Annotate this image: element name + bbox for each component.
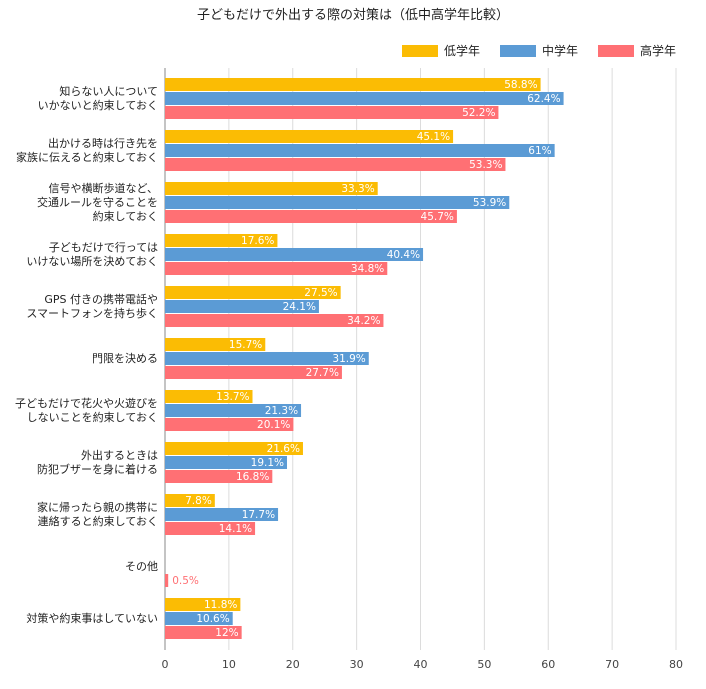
data-label-2-2: 45.7% — [421, 211, 454, 223]
category-label-5: 門限を決める — [92, 351, 158, 365]
x-tick-label-80: 80 — [669, 658, 683, 671]
category-label-0: 知らない人について いかないと約束しておく — [37, 84, 158, 112]
data-label-1-0: 45.1% — [417, 131, 450, 143]
bar-2-0 — [165, 182, 378, 195]
data-label-0-0: 58.8% — [504, 79, 537, 91]
data-label-9-2: 0.5% — [172, 575, 199, 587]
bar-6-2 — [165, 418, 294, 431]
x-tick-label-40: 40 — [414, 658, 428, 671]
data-label-0-1: 62.4% — [527, 93, 560, 105]
bar-1-1 — [165, 144, 555, 157]
bar-10-0 — [165, 598, 241, 611]
data-label-2-0: 33.3% — [341, 183, 374, 195]
data-label-6-0: 13.7% — [216, 391, 249, 403]
x-tick-label-0: 0 — [162, 658, 169, 671]
data-label-7-0: 21.6% — [267, 443, 300, 455]
legend-item-1: 中学年 — [499, 42, 578, 59]
category-label-4: GPS 付きの携帯電話や スマートフォンを持ち歩く — [26, 292, 158, 320]
data-label-3-1: 40.4% — [387, 249, 420, 261]
data-label-6-2: 20.1% — [257, 419, 290, 431]
bar-6-0 — [165, 390, 253, 403]
bar-0-1 — [165, 92, 564, 105]
bar-5-2 — [165, 366, 342, 379]
bar-10-1 — [165, 612, 233, 625]
bar-8-1 — [165, 508, 279, 521]
category-label-6: 子どもだけで花火や火遊びを しないことを約束しておく — [15, 396, 158, 424]
data-label-4-1: 24.1% — [283, 301, 316, 313]
x-tick-label-60: 60 — [541, 658, 555, 671]
bar-3-0 — [165, 234, 278, 247]
bar-4-1 — [165, 300, 319, 313]
legend-swatch-2 — [597, 44, 634, 57]
data-label-7-2: 16.8% — [236, 471, 269, 483]
data-label-4-2: 34.2% — [347, 315, 380, 327]
bar-0-0 — [165, 78, 541, 91]
legend-item-2: 高学年 — [597, 42, 676, 59]
category-label-7: 外出するときは 防犯ブザーを身に着ける — [37, 448, 158, 476]
bar-8-2 — [165, 522, 256, 535]
bar-3-1 — [165, 248, 424, 261]
x-tick-label-20: 20 — [286, 658, 300, 671]
data-label-10-0: 11.8% — [204, 599, 237, 611]
category-label-1: 出かける時は行き先を 家族に伝えると約束しておく — [15, 136, 158, 164]
data-label-2-1: 53.9% — [473, 197, 506, 209]
bar-5-1 — [165, 352, 369, 365]
data-label-8-1: 17.7% — [242, 509, 275, 521]
legend-label-0: 低学年 — [443, 44, 480, 58]
data-label-3-0: 17.6% — [241, 235, 274, 247]
data-label-1-2: 53.3% — [469, 159, 502, 171]
data-label-3-2: 34.8% — [351, 263, 384, 275]
chart-title: 子どもだけで外出する際の対策は（低中高学年比較） — [196, 8, 509, 23]
data-label-10-1: 10.6% — [196, 613, 229, 625]
data-label-10-2: 12% — [215, 627, 238, 639]
bar-7-0 — [165, 442, 303, 455]
bar-0-2 — [165, 106, 499, 119]
legend: 低学年 中学年 高学年 — [401, 42, 676, 59]
bar-2-2 — [165, 210, 457, 223]
bar-5-0 — [165, 338, 266, 351]
x-tick-label-30: 30 — [350, 658, 364, 671]
legend-label-2: 高学年 — [639, 44, 676, 58]
data-label-5-2: 27.7% — [306, 367, 339, 379]
bar-4-2 — [165, 314, 384, 327]
bar-3-2 — [165, 262, 388, 275]
data-label-5-1: 31.9% — [332, 353, 365, 365]
category-label-8: 家に帰ったら親の携帯に 連絡すると約束しておく — [37, 500, 158, 528]
bar-8-0 — [165, 494, 215, 507]
x-tick-label-70: 70 — [605, 658, 619, 671]
category-label-9: その他 — [125, 559, 158, 573]
bar-9-2 — [165, 574, 169, 587]
data-label-8-2: 14.1% — [219, 523, 252, 535]
bar-1-2 — [165, 158, 506, 171]
legend-swatch-0 — [401, 44, 438, 57]
data-label-6-1: 21.3% — [265, 405, 298, 417]
bar-7-1 — [165, 456, 288, 469]
data-label-7-1: 19.1% — [251, 457, 284, 469]
data-label-4-0: 27.5% — [304, 287, 337, 299]
data-label-0-2: 52.2% — [462, 107, 495, 119]
bar-2-1 — [165, 196, 510, 209]
bar-4-0 — [165, 286, 341, 299]
category-label-10: 対策や約束事はしていない — [26, 611, 158, 625]
legend-swatch-1 — [499, 44, 536, 57]
data-label-5-0: 15.7% — [229, 339, 262, 351]
bar-6-1 — [165, 404, 302, 417]
x-tick-label-50: 50 — [477, 658, 491, 671]
category-label-3: 子どもだけで行っては いけない場所を決めておく — [26, 240, 158, 268]
x-tick-label-10: 10 — [222, 658, 236, 671]
data-label-8-0: 7.8% — [185, 495, 212, 507]
category-label-2: 信号や横断歩道など、 交通ルールを守ることを 約束しておく — [37, 181, 158, 223]
bar-1-0 — [165, 130, 454, 143]
legend-item-0: 低学年 — [401, 42, 480, 59]
bar-10-2 — [165, 626, 242, 639]
data-label-1-1: 61% — [528, 145, 551, 157]
bar-7-2 — [165, 470, 273, 483]
legend-label-1: 中学年 — [541, 44, 578, 58]
